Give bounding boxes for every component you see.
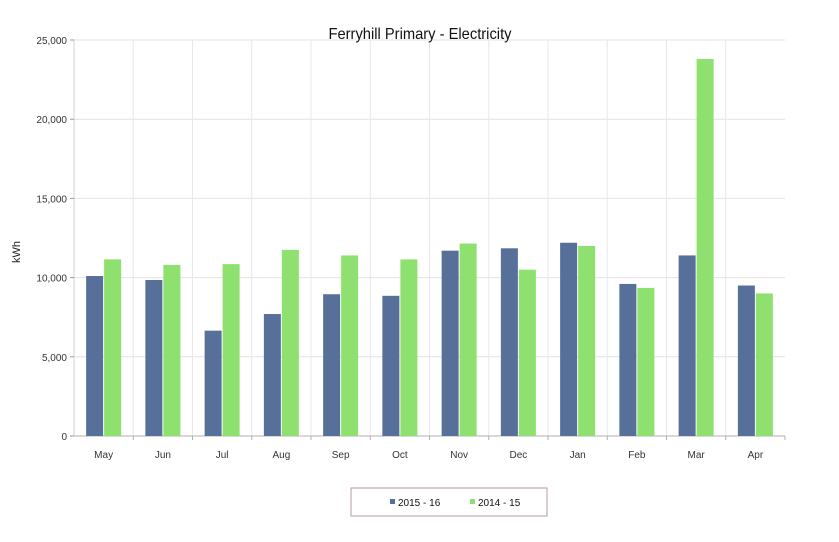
- bar-jul-series-1: [222, 264, 240, 436]
- bar-nov-series-0: [441, 250, 459, 436]
- bar-apr-series-1: [755, 293, 773, 436]
- bar-sep-series-0: [323, 294, 341, 436]
- x-tick-label: Sep: [332, 450, 350, 461]
- grid-layer: [74, 39, 785, 436]
- bar-apr-series-0: [737, 285, 755, 436]
- legend-box: [350, 487, 548, 517]
- y-tick-label: 15,000: [36, 194, 67, 205]
- x-tick-label: Oct: [392, 450, 408, 461]
- legend-label-2015-16: 2015 - 16: [398, 498, 441, 509]
- x-tick-label: Jul: [216, 450, 229, 461]
- ticks-layer: 0 5,000 10,000 15,000 20,000 25,000 May Jun Jul A…: [36, 36, 786, 461]
- bar-mar-series-1: [696, 59, 714, 437]
- bar-nov-series-1: [459, 243, 477, 436]
- x-tick-label: Aug: [272, 450, 290, 461]
- x-tick-label: Nov: [450, 450, 468, 461]
- bar-jun-series-0: [145, 279, 163, 436]
- bar-dec-series-1: [518, 269, 536, 436]
- bar-feb-series-1: [637, 287, 655, 436]
- legend-swatch-2015-16: [390, 499, 395, 504]
- legend-swatch-2014-15: [470, 499, 475, 504]
- bar-feb-series-0: [619, 283, 637, 436]
- x-tick-label: Apr: [748, 450, 764, 461]
- bar-jun-series-1: [163, 264, 181, 436]
- x-tick-label: Jun: [155, 450, 171, 461]
- y-tick-label: 20,000: [36, 115, 67, 126]
- x-tick-label: Mar: [688, 450, 706, 461]
- bars-layer: [86, 59, 773, 437]
- bar-aug-series-1: [281, 249, 299, 436]
- chart-title: Ferryhill Primary - Electricity: [328, 25, 511, 43]
- bar-jan-series-1: [578, 245, 596, 436]
- x-tick-label: May: [94, 450, 113, 461]
- bar-may-series-0: [86, 276, 104, 436]
- x-tick-label: Jan: [570, 450, 586, 461]
- bar-dec-series-0: [500, 248, 518, 436]
- bar-oct-series-0: [382, 295, 400, 436]
- bar-oct-series-1: [400, 259, 418, 436]
- x-tick-label: Feb: [628, 450, 646, 461]
- y-tick-label: 0: [61, 432, 67, 443]
- bar-jul-series-0: [204, 330, 222, 436]
- legend: 2015 - 16 2014 - 15: [350, 487, 548, 517]
- y-axis-title: kWh: [11, 241, 23, 263]
- y-tick-label: 5,000: [42, 353, 67, 364]
- legend-label-2014-15: 2014 - 15: [478, 498, 521, 509]
- y-tick-label: 25,000: [36, 36, 67, 47]
- y-tick-label: 10,000: [36, 274, 67, 285]
- x-tick-label: Dec: [509, 450, 527, 461]
- bar-mar-series-0: [678, 255, 696, 436]
- bar-sep-series-1: [341, 255, 359, 436]
- bar-jan-series-0: [560, 242, 578, 436]
- bar-may-series-1: [104, 259, 122, 436]
- bar-aug-series-0: [263, 314, 281, 436]
